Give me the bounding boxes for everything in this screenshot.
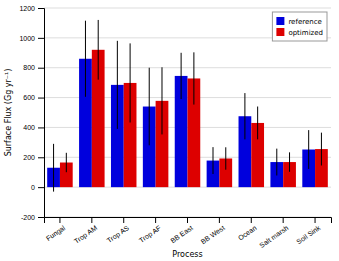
grid-line (44, 8, 331, 9)
x-tick: Trop AF (138, 217, 163, 245)
y-tick: 0 (31, 184, 44, 191)
x-tick-label: Trop AF (138, 224, 163, 245)
x-tick-mark (219, 217, 220, 223)
error-bar (193, 52, 194, 104)
error-bars (54, 21, 309, 192)
error-bar (308, 130, 309, 169)
y-tick-label: 1000 (19, 35, 35, 42)
y-axis: -200 0 200 400 600 800 1000 1200 (19, 5, 44, 221)
y-tick-mark (38, 187, 44, 188)
y-tick: 600 (23, 94, 44, 101)
error-bar (161, 67, 162, 134)
x-tick: Ocean (237, 217, 258, 242)
x-tick: BB West (200, 217, 226, 245)
y-tick: 1200 (19, 5, 44, 12)
x-tick-mark (283, 217, 284, 223)
error-bar (53, 144, 54, 192)
x-tick-label: Soil Sink (295, 224, 322, 246)
legend-label: optimized (288, 29, 323, 37)
y-tick-mark (38, 98, 44, 99)
legend-box (272, 12, 327, 41)
y-axis-line (38, 9, 45, 218)
x-axis: Fungal Trop AM Trop AS Trop AF BB East BB Wes… (45, 217, 332, 249)
chart: -200 0 200 400 600 800 1000 1200 Fungal Trop AM Tr… (0, 0, 339, 261)
legend-label: reference (288, 18, 321, 26)
y-tick: 800 (23, 64, 44, 71)
error-bar (289, 152, 290, 171)
y-tick: 400 (23, 124, 44, 131)
x-tick-mark (91, 217, 92, 223)
y-tick-mark (38, 38, 44, 39)
plot: -200 0 200 400 600 800 1000 1200 Fungal Trop AM Tr… (19, 5, 331, 249)
error-bar (181, 53, 182, 99)
error-bar (149, 68, 150, 146)
y-tick: 1000 (19, 35, 44, 42)
x-tick: Salt marsh (258, 217, 290, 249)
y-tick-label: 1200 (19, 5, 35, 12)
marks (47, 20, 328, 192)
x-tick-mark (187, 217, 188, 223)
error-bar (225, 147, 226, 169)
y-tick-label: 600 (23, 94, 35, 101)
x-tick-label: Trop AS (106, 224, 131, 245)
x-tick-mark (155, 217, 156, 223)
x-tick-label: BB East (169, 224, 194, 244)
x-tick-label: Trop AM (73, 224, 99, 246)
error-bar (244, 93, 245, 139)
x-axis-line (45, 218, 332, 224)
error-bar (85, 21, 86, 97)
legend-swatch (276, 28, 284, 36)
y-tick-mark (38, 217, 44, 218)
error-bar (130, 43, 131, 122)
error-bars (66, 20, 321, 172)
y-tick: 200 (23, 154, 44, 161)
x-tick-label: Salt marsh (258, 224, 290, 249)
x-tick-label: Fungal (45, 224, 67, 243)
error-bar (276, 149, 277, 176)
y-axis-title: Surface Flux (Gg yr⁻¹) (4, 69, 13, 157)
legend: reference optimized (272, 12, 327, 41)
x-tick-label: Ocean (237, 224, 258, 242)
x-axis-title: Process (172, 250, 202, 259)
x-tick: Fungal (45, 217, 67, 243)
y-tick-mark (38, 68, 44, 69)
y-tick-mark (38, 157, 44, 158)
y-tick-label: 200 (23, 154, 35, 161)
error-bar (66, 153, 67, 172)
x-tick-label: BB West (200, 224, 226, 245)
x-tick: BB East (169, 217, 194, 244)
x-tick-mark (59, 217, 60, 223)
bar-series (60, 50, 328, 187)
error-bar (213, 147, 214, 174)
x-tick: Trop AM (73, 217, 99, 246)
y-tick: -200 (21, 214, 44, 221)
x-tick: Trop AS (106, 217, 131, 245)
error-bar (117, 41, 118, 129)
legend-item: reference (276, 17, 321, 26)
x-tick: Soil Sink (295, 217, 322, 245)
y-tick-label: -200 (21, 214, 35, 221)
error-bar (321, 133, 322, 166)
error-bar (98, 20, 99, 80)
y-tick-mark (38, 127, 44, 128)
error-bar (257, 107, 258, 140)
y-tick-label: 400 (23, 124, 35, 131)
x-tick-mark (315, 217, 316, 223)
y-tick-label: 800 (23, 64, 35, 71)
grid (44, 8, 331, 217)
x-tick-mark (251, 217, 252, 223)
x-tick-mark (123, 217, 124, 223)
y-tick-mark (38, 8, 44, 9)
y-tick-label: 0 (31, 184, 35, 191)
legend-item: optimized (276, 28, 323, 37)
legend-swatch (276, 17, 284, 25)
